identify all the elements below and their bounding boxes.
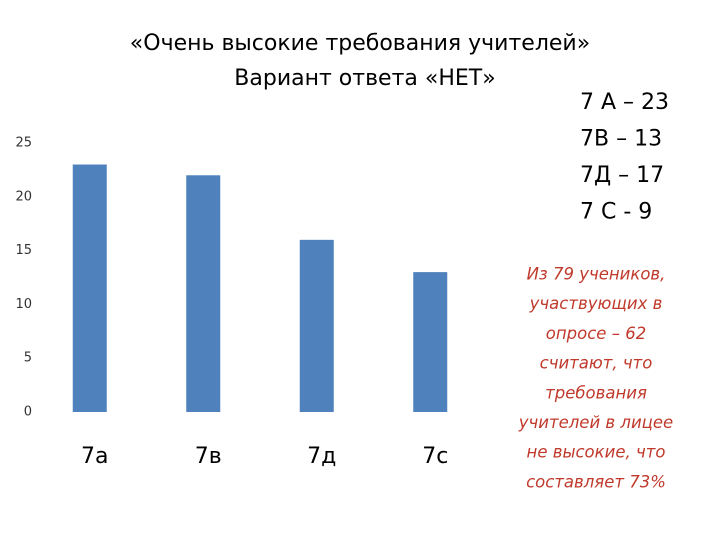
note-line: составляет 73% xyxy=(526,472,666,491)
note-line: учителей в лицее xyxy=(518,413,673,432)
annotation: 7В – 13 xyxy=(580,127,662,152)
bar xyxy=(72,164,107,412)
note-line: участвующих в xyxy=(529,294,663,313)
bar xyxy=(186,175,221,412)
y-tick-label: 15 xyxy=(15,243,32,258)
x-tick-label: 7а xyxy=(81,444,108,469)
chart-title: «Очень высокие требования учителей» xyxy=(130,31,590,56)
note-line: не высокие, что xyxy=(527,443,666,462)
note-line: требования xyxy=(545,383,647,402)
annotation: 7Д – 17 xyxy=(580,163,664,188)
y-tick-label: 5 xyxy=(24,351,32,366)
note-line: Из 79 учеников, xyxy=(527,265,666,284)
bar xyxy=(299,239,334,412)
y-tick-label: 10 xyxy=(15,297,32,312)
note-line: считают, что xyxy=(540,354,653,373)
chart-subtitle: Вариант ответа «НЕТ» xyxy=(234,66,495,91)
x-tick-label: 7с xyxy=(422,444,448,469)
x-tick-label: 7д xyxy=(307,444,336,469)
y-tick-label: 25 xyxy=(15,136,32,151)
annotation: 7 С - 9 xyxy=(580,200,652,225)
note-line: опросе – 62 xyxy=(546,324,646,343)
bar xyxy=(413,272,448,412)
annotation: 7 А – 23 xyxy=(580,90,669,115)
y-tick-label: 20 xyxy=(15,189,32,204)
y-tick-label: 0 xyxy=(24,405,32,420)
x-tick-label: 7в xyxy=(195,444,222,469)
